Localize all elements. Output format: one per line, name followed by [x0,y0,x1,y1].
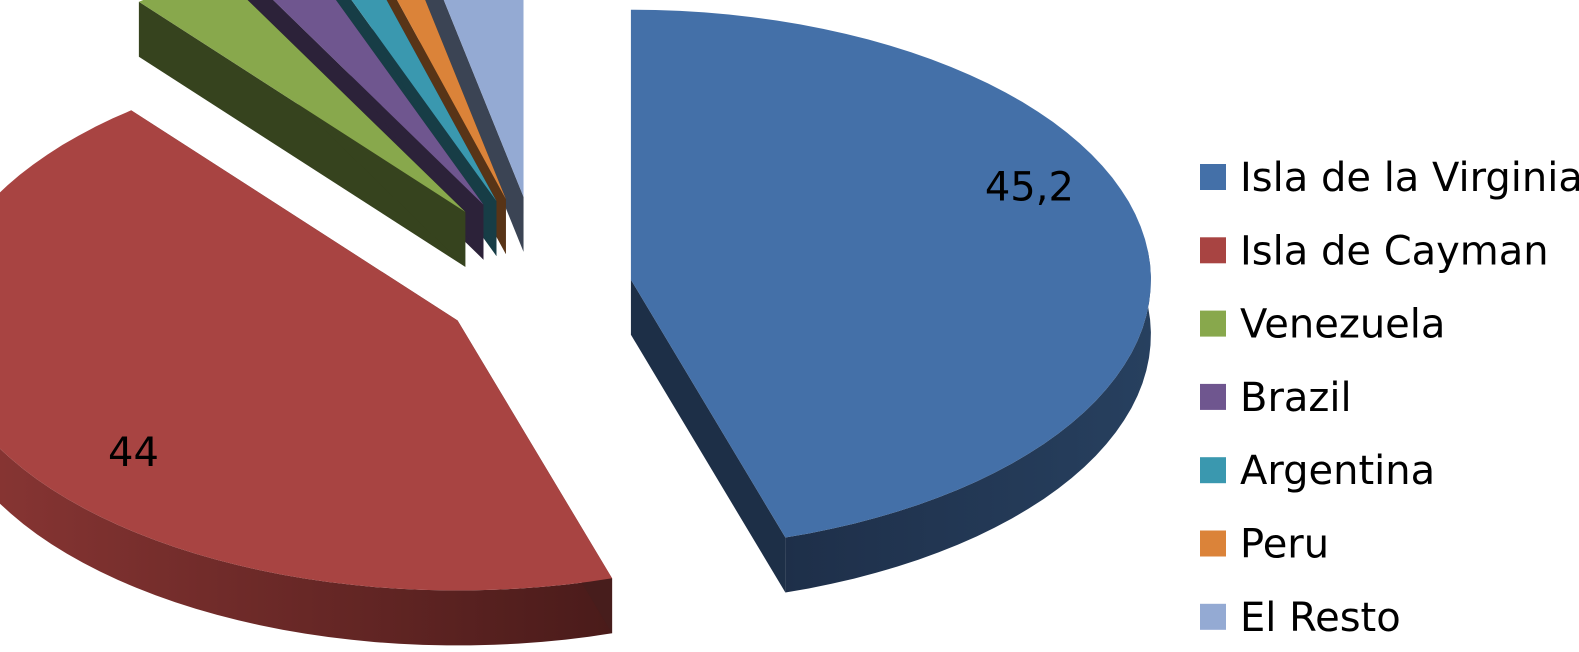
slice-top-el-resto [443,0,524,197]
legend-item-peru: Peru [1200,522,1329,568]
slice-face-isla-de-la-virginia [630,279,786,593]
legend-item-venezuela: Venezuela [1200,302,1445,348]
slice-face-venezuela [138,1,466,267]
legend-item-el-resto: El Resto [1200,595,1401,641]
legend-item-argentina: Argentina [1200,448,1435,494]
legend-item-isla-de-cayman: Isla de Cayman [1200,228,1549,274]
slice-top-isla-de-la-virginia [630,9,1151,538]
slice-venezuela [138,0,466,267]
slice-top-argentina [351,0,497,202]
legend: Isla de la Virginia Isla de Cayman Venezue… [1200,155,1579,641]
legend-swatch [1200,457,1226,484]
legend-item-isla-de-la-virginia: Isla de la Virginia [1200,155,1579,201]
legend-item-brazil: Brazil [1200,375,1352,421]
slice-side-isla-de-la-virginia [785,251,1151,593]
legend-swatch [1200,237,1226,264]
slice-isla-de-cayman [0,110,613,646]
legend-label: Argentina [1240,448,1435,494]
data-label-isla-de-cayman: 44 [108,430,159,476]
data-labels: 45,24432,11,31,13,3 [108,164,1074,476]
legend-swatch [1200,383,1226,410]
legend-label: Brazil [1240,375,1352,421]
legend-label: Venezuela [1240,302,1445,348]
legend-label: Isla de la Virginia [1240,155,1579,201]
pie-slices [0,0,1151,646]
slice-side-isla-de-cayman [0,448,613,646]
legend-swatch [1200,310,1226,337]
slice-top-venezuela [138,0,466,212]
legend-label: El Resto [1240,595,1401,641]
legend-swatch [1200,164,1226,190]
legend-label: Isla de Cayman [1240,228,1549,274]
legend-label: Peru [1240,522,1329,568]
slice-peru [366,0,506,255]
data-label-isla-de-la-virginia: 45,2 [985,164,1074,210]
legend-swatch [1200,530,1226,557]
slice-top-isla-de-cayman [0,110,613,591]
slice-isla-de-la-virginia [630,9,1151,593]
legend-swatch [1200,603,1226,630]
